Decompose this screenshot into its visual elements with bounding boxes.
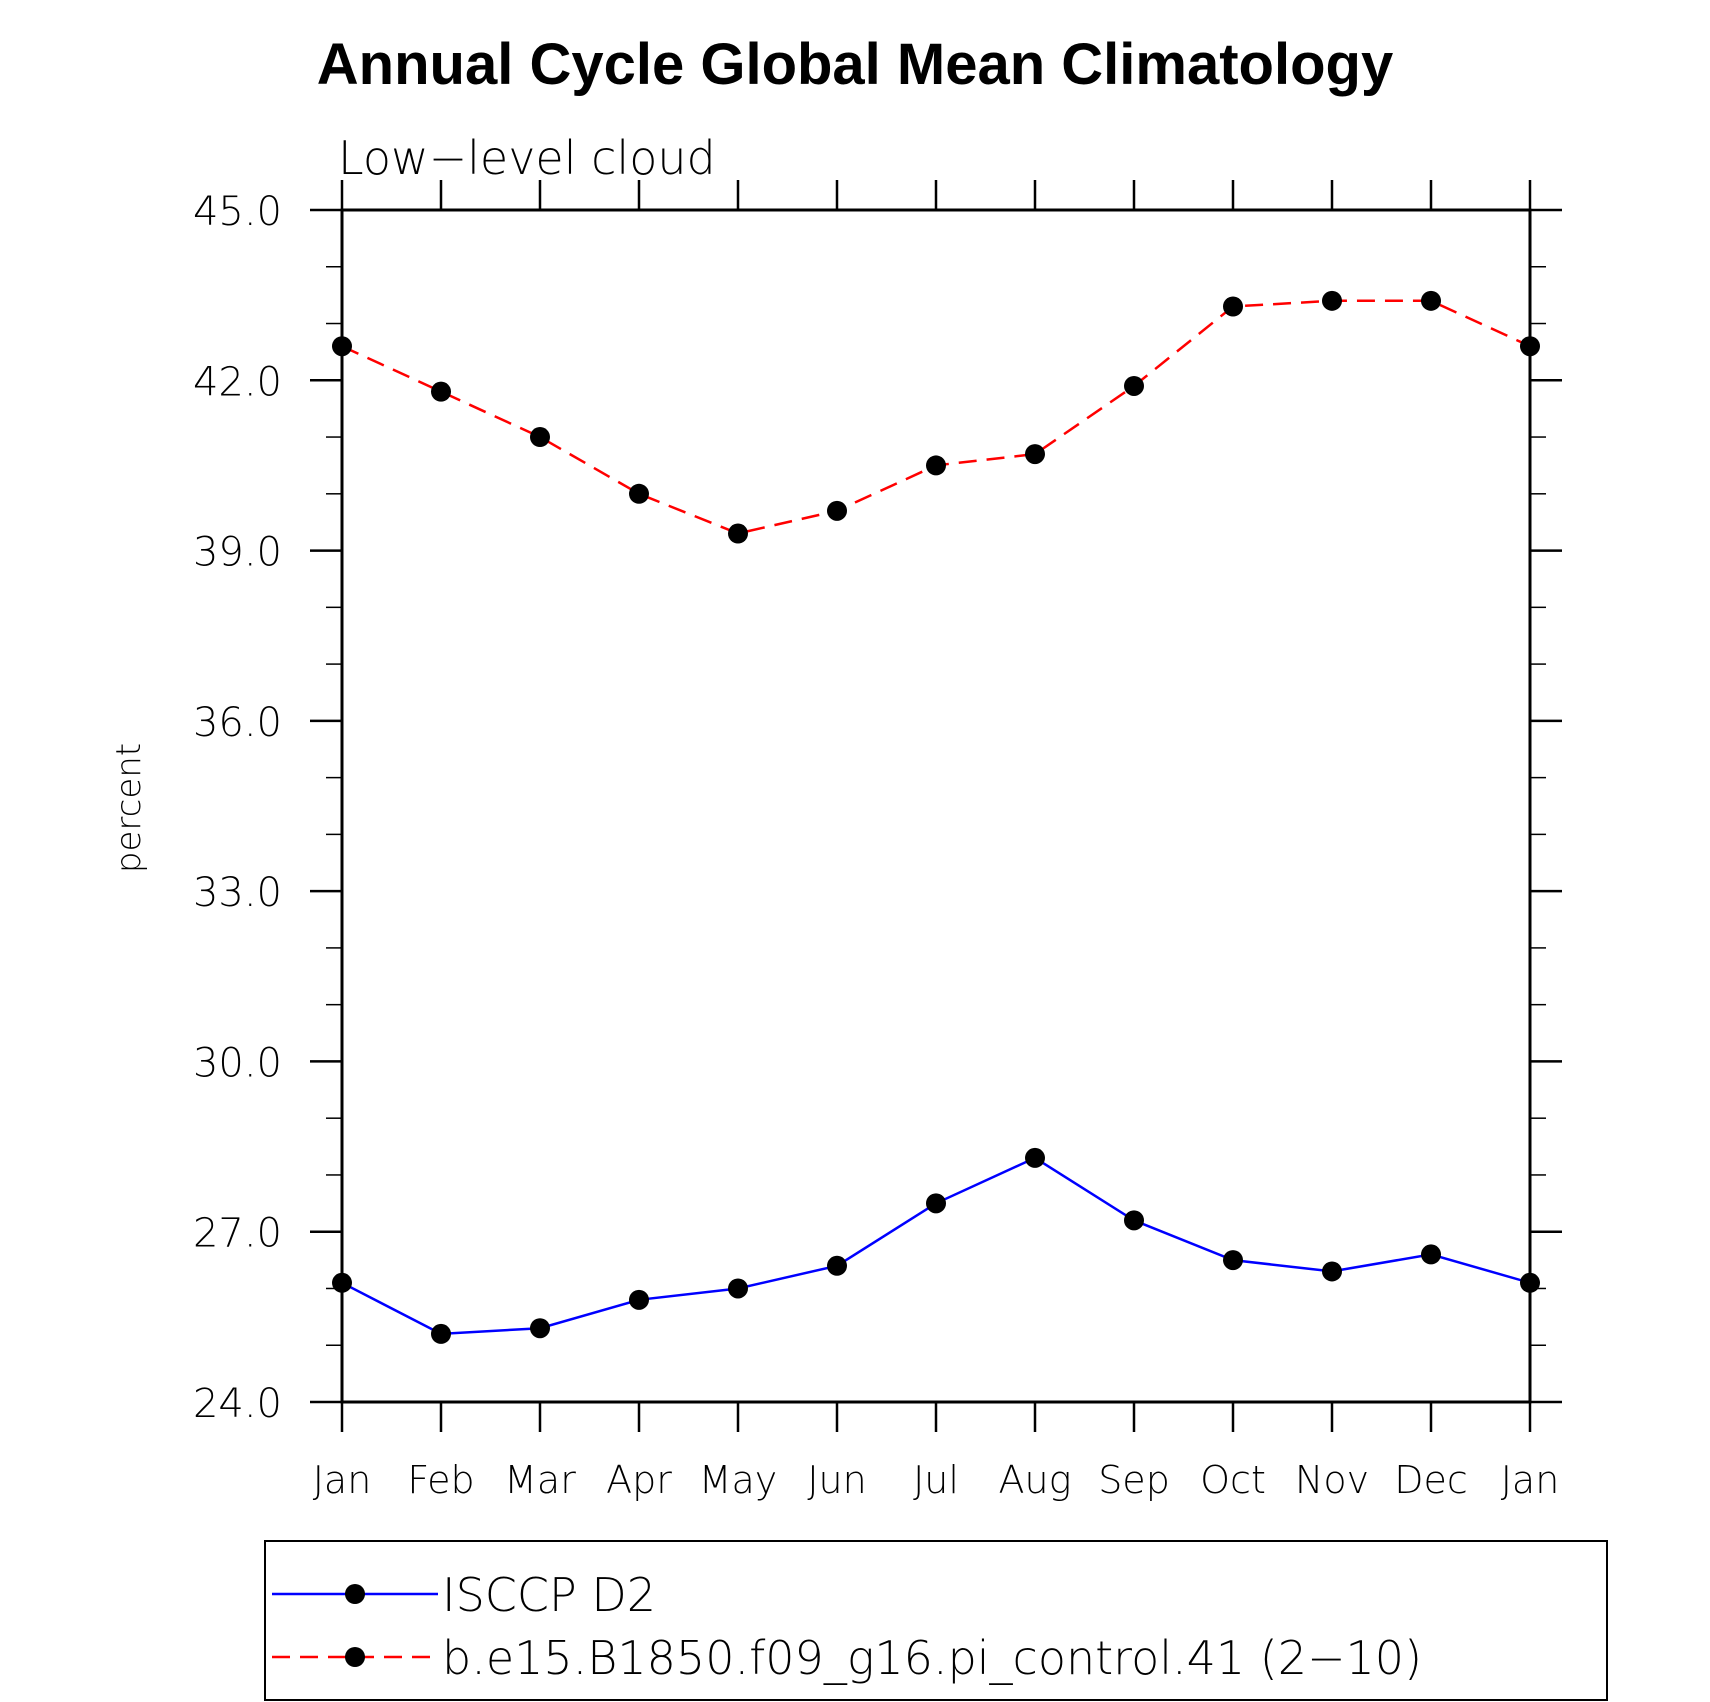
x-tick-label: Jan (313, 1458, 372, 1502)
x-tick-label: Jun (807, 1458, 866, 1502)
data-point-series-1 (1025, 1147, 1045, 1168)
x-tick-label: Mar (504, 1458, 576, 1502)
data-point-series-1 (431, 1323, 451, 1344)
y-tick-label: 36.0 (193, 700, 282, 746)
x-tick-label: Feb (407, 1458, 474, 1502)
legend-marker-2 (345, 1647, 365, 1667)
data-point-series-1 (530, 1318, 550, 1339)
plot-frame (340, 208, 1532, 1404)
data-point-series-2 (1223, 296, 1243, 317)
chart-title: Annual Cycle Global Mean Climatology (317, 32, 1393, 97)
data-point-series-2 (1322, 290, 1342, 311)
data-point-series-2 (431, 381, 451, 402)
chart-subtitle: Low−level cloud (338, 131, 716, 185)
y-tick-label: 42.0 (193, 359, 282, 405)
series-layer (332, 290, 1540, 1344)
x-tick-label: Jul (913, 1458, 959, 1502)
series-line-1 (341, 1156, 1531, 1336)
legend: ISCCP D2 b.e15.B1850.f09_g16.pi_control.4… (272, 1568, 1422, 1685)
data-point-series-1 (1223, 1250, 1243, 1271)
data-point-series-1 (1421, 1244, 1441, 1265)
x-tick-label: Oct (1200, 1458, 1266, 1502)
data-point-series-1 (332, 1272, 352, 1293)
data-point-series-2 (1025, 444, 1045, 465)
y-tick-label: 27.0 (193, 1211, 282, 1257)
data-point-series-2 (332, 336, 352, 357)
data-point-series-2 (1520, 336, 1540, 357)
data-point-series-1 (728, 1278, 748, 1299)
data-point-series-1 (1322, 1261, 1342, 1282)
data-point-series-2 (530, 427, 550, 448)
x-tick-label: Sep (1098, 1458, 1170, 1502)
x-tick-label: Nov (1295, 1458, 1369, 1502)
data-point-series-1 (926, 1193, 946, 1214)
data-point-series-2 (1124, 375, 1144, 396)
y-tick-label: 30.0 (193, 1040, 282, 1086)
data-point-series-1 (827, 1255, 847, 1276)
series-line-2 (341, 299, 1531, 535)
data-point-series-1 (1124, 1210, 1144, 1231)
data-point-series-1 (629, 1289, 649, 1310)
data-point-series-1 (1520, 1272, 1540, 1293)
legend-label-1: ISCCP D2 (442, 1568, 656, 1622)
y-tick-label: 39.0 (193, 530, 282, 576)
y-tick-label: 45.0 (193, 189, 282, 235)
data-point-series-2 (629, 483, 649, 504)
legend-box (264, 1540, 1608, 1701)
data-point-series-2 (926, 455, 946, 476)
x-tick-label: Jan (1501, 1458, 1560, 1502)
x-tick-label: Apr (606, 1458, 672, 1502)
legend-label-2: b.e15.B1850.f09_g16.pi_control.41 (2−10) (442, 1631, 1422, 1685)
legend-marker-1 (345, 1584, 365, 1604)
x-tick-label: Dec (1394, 1458, 1468, 1502)
y-tick-label: 24.0 (193, 1381, 282, 1427)
data-point-series-2 (1421, 290, 1441, 311)
axes: Jan Feb Mar Apr May Jun Jul Aug Sep Oct Nov Dec Jan 2… (193, 180, 1562, 1502)
y-tick-label: 33.0 (193, 870, 282, 916)
data-point-series-2 (728, 523, 748, 544)
data-point-series-2 (827, 500, 847, 521)
x-tick-label: Aug (999, 1458, 1072, 1502)
x-tick-label: May (699, 1458, 778, 1502)
y-axis-label: percent (109, 743, 149, 873)
